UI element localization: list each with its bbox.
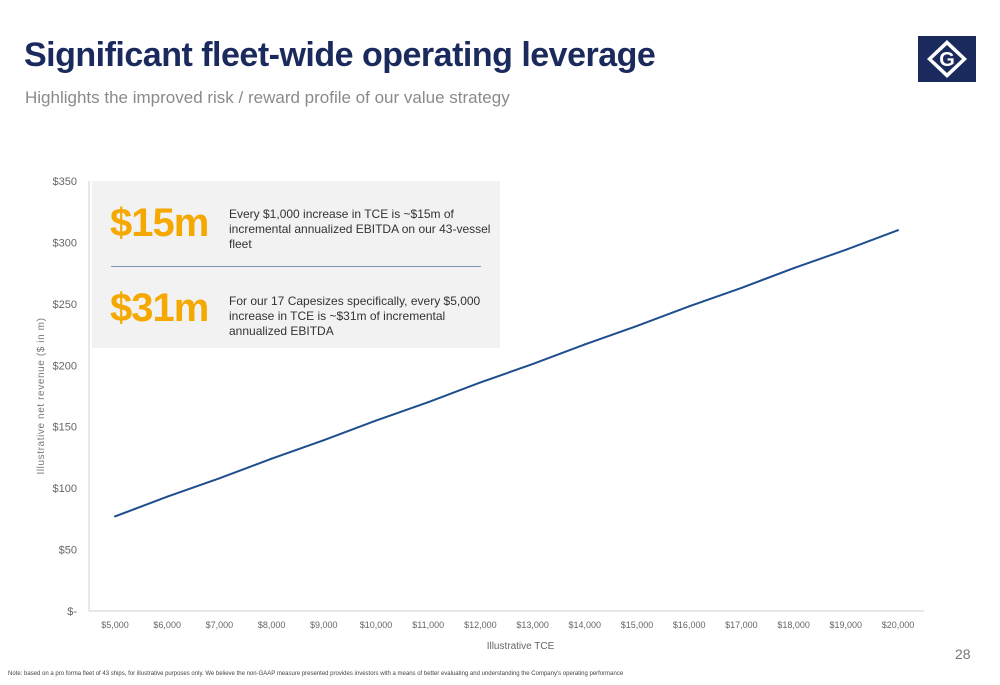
data-point [270, 457, 273, 460]
y-tick-label: $50 [59, 545, 77, 557]
callout-text-1: Every $1,000 increase in TCE is ~$15m of… [229, 207, 491, 251]
data-point [740, 286, 743, 289]
x-tick-label: $6,000 [153, 620, 181, 630]
data-point [844, 248, 847, 251]
footnote: Note: based on a pro forma fleet of 43 s… [8, 671, 624, 677]
x-axis-label: Illustrative TCE [487, 641, 555, 652]
x-tick-label: $10,000 [360, 620, 393, 630]
x-tick-label: $13,000 [516, 620, 549, 630]
data-point [166, 495, 169, 498]
callout-divider [111, 266, 481, 267]
x-tick-label: $7,000 [206, 620, 234, 630]
page-title: Significant fleet-wide operating leverag… [24, 36, 656, 74]
x-tick-label: $8,000 [258, 620, 286, 630]
data-point [688, 305, 691, 308]
y-tick-label: $100 [53, 483, 77, 495]
data-point [114, 515, 116, 518]
x-tick-label: $9,000 [310, 620, 338, 630]
callout-value-1: $15m [110, 201, 209, 245]
data-point [322, 439, 325, 442]
page-subtitle: Highlights the improved risk / reward pr… [25, 88, 510, 107]
x-tick-label: $14,000 [569, 620, 602, 630]
logo-letter: G [939, 49, 955, 71]
callout-text-2: For our 17 Capesizes specifically, every… [229, 294, 481, 338]
y-tick-label: $200 [53, 360, 77, 372]
y-tick-label: $350 [53, 176, 77, 188]
data-point [427, 401, 430, 404]
data-point [636, 324, 638, 327]
page-number: 28 [955, 646, 971, 662]
y-tick-label: $250 [53, 299, 77, 311]
data-point [531, 363, 534, 366]
x-tick-label: $11,000 [412, 620, 444, 630]
data-point [218, 477, 221, 480]
y-tick-label: $- [67, 606, 77, 618]
data-point [583, 343, 586, 346]
x-tick-label: $5,000 [101, 620, 129, 630]
series-line [114, 229, 899, 518]
y-tick-label: $150 [53, 422, 77, 434]
company-logo: G [918, 36, 976, 82]
callout-value-2: $31m [110, 286, 209, 330]
y-axis-label: Illustrative net revenue ($ in m) [36, 317, 47, 474]
x-tick-label: $19,000 [830, 620, 863, 630]
x-tick-label: $16,000 [673, 620, 706, 630]
x-tick-label: $12,000 [464, 620, 497, 630]
y-tick-label: $300 [53, 237, 77, 249]
data-point [897, 229, 899, 232]
data-point [375, 419, 377, 422]
callout-box [92, 181, 500, 348]
x-tick-label: $18,000 [777, 620, 810, 630]
x-tick-label: $17,000 [725, 620, 758, 630]
data-point [792, 267, 795, 270]
x-tick-label: $15,000 [621, 620, 654, 630]
data-point [479, 381, 482, 384]
x-tick-label: $20,000 [882, 620, 915, 630]
